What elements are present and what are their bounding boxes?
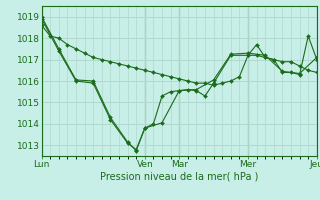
X-axis label: Pression niveau de la mer( hPa ): Pression niveau de la mer( hPa ) [100, 172, 258, 182]
